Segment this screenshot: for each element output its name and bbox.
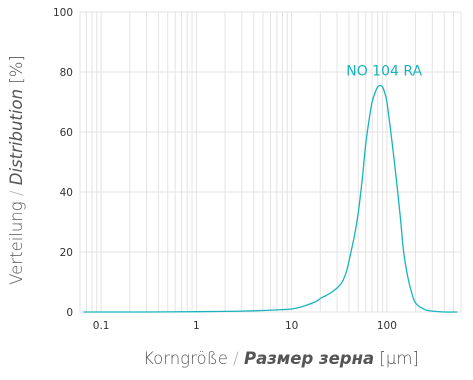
grid bbox=[79, 11, 462, 313]
x-axis-title-unit: [µm] bbox=[374, 349, 419, 368]
y-axis-title: Verteilung / Distribution [%] bbox=[7, 55, 26, 285]
x-axis-title-de: Korngröße bbox=[143, 349, 228, 368]
y-tick-label: 60 bbox=[60, 127, 73, 139]
tick-labels: 0 20 40 60 80 100 0.1 1 10 100 bbox=[53, 7, 397, 332]
x-tick-label: 10 bbox=[285, 320, 298, 332]
y-tick-label: 40 bbox=[60, 187, 73, 199]
y-tick-label: 0 bbox=[66, 307, 73, 319]
y-axis-title-unit: [%] bbox=[7, 55, 26, 89]
x-tick-label: 100 bbox=[377, 320, 397, 332]
series-label: NO 104 RA bbox=[346, 64, 422, 80]
x-axis-title-separator: / bbox=[228, 349, 244, 368]
y-tick-label: 100 bbox=[53, 7, 73, 19]
x-tick-label: 1 bbox=[193, 320, 200, 332]
y-axis-title-de: Verteilung bbox=[7, 201, 26, 285]
series-line bbox=[83, 84, 458, 313]
y-axis-title-en: Distribution bbox=[7, 89, 26, 185]
y-tick-label: 20 bbox=[60, 247, 73, 259]
y-tick-label: 80 bbox=[60, 67, 73, 79]
x-axis-title-ru: Размер зерна bbox=[244, 349, 374, 368]
y-axis-title-separator: / bbox=[7, 185, 26, 201]
x-axis-title: Korngröße / Размер зерна [µm] bbox=[143, 349, 419, 368]
series-layer: NO 104 RA bbox=[83, 64, 458, 313]
x-tick-label: 0.1 bbox=[93, 320, 110, 332]
